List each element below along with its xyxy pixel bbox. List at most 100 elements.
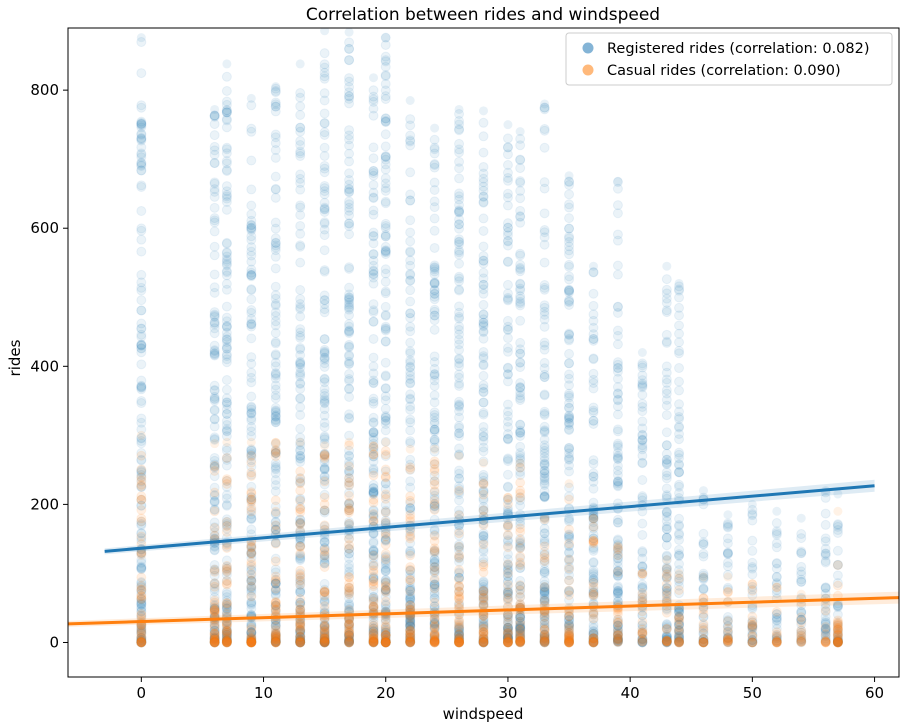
- data-point: [380, 141, 391, 152]
- data-point: [319, 346, 330, 357]
- data-point: [319, 636, 330, 647]
- data-point: [319, 299, 330, 310]
- data-point: [221, 631, 232, 642]
- data-point: [136, 134, 147, 145]
- data-point: [502, 481, 513, 492]
- data-point: [344, 543, 355, 554]
- data-point: [209, 636, 220, 647]
- data-point: [246, 407, 257, 418]
- data-point: [209, 309, 220, 320]
- data-point: [515, 348, 526, 359]
- data-point: [344, 490, 355, 501]
- data-point: [368, 549, 379, 560]
- data-point: [221, 627, 232, 638]
- data-point: [295, 519, 306, 530]
- data-point: [344, 456, 355, 467]
- y-tick-label: 800: [30, 81, 59, 99]
- data-point: [246, 565, 257, 576]
- data-point: [295, 148, 306, 159]
- data-point: [319, 373, 330, 384]
- data-point: [661, 440, 672, 451]
- data-point: [221, 481, 232, 492]
- data-point: [246, 445, 257, 456]
- data-point: [344, 572, 355, 583]
- data-point: [209, 145, 220, 156]
- data-point: [221, 526, 232, 537]
- data-point: [295, 209, 306, 220]
- data-point: [319, 127, 330, 138]
- data-point: [344, 199, 355, 210]
- data-point: [270, 320, 281, 331]
- data-point: [270, 411, 281, 422]
- data-point: [221, 397, 232, 408]
- data-point: [319, 537, 330, 548]
- data-point: [380, 539, 391, 550]
- data-point: [319, 410, 330, 421]
- data-point: [246, 568, 257, 579]
- y-tick-label: 400: [30, 357, 59, 375]
- data-point: [661, 410, 672, 421]
- data-point: [246, 123, 257, 134]
- data-point: [515, 177, 526, 188]
- data-point: [368, 268, 379, 279]
- data-point: [136, 117, 147, 128]
- data-point: [295, 541, 306, 552]
- data-point: [344, 55, 355, 66]
- data-point: [270, 624, 281, 635]
- data-point: [478, 409, 489, 420]
- data-point: [221, 142, 232, 153]
- data-point: [502, 622, 513, 633]
- data-point: [564, 524, 575, 535]
- data-point: [478, 279, 489, 290]
- data-point: [380, 395, 391, 406]
- data-point: [478, 637, 489, 648]
- data-point: [368, 231, 379, 242]
- data-point: [270, 240, 281, 251]
- data-point: [661, 585, 672, 596]
- data-point: [319, 394, 330, 405]
- data-point: [295, 494, 306, 505]
- data-point: [136, 331, 147, 342]
- data-point: [637, 406, 648, 417]
- data-point: [564, 202, 575, 213]
- data-point: [221, 424, 232, 435]
- data-point: [319, 450, 330, 461]
- data-point: [209, 385, 220, 396]
- data-point: [478, 592, 489, 603]
- data-point: [368, 479, 379, 490]
- data-point: [564, 575, 575, 586]
- data-point: [405, 321, 416, 332]
- data-point: [564, 296, 575, 307]
- data-point: [454, 258, 465, 269]
- data-point: [368, 427, 379, 438]
- data-point: [319, 637, 330, 648]
- data-point: [661, 367, 672, 378]
- data-point: [221, 193, 232, 204]
- data-point: [221, 384, 232, 395]
- data-point: [674, 363, 685, 374]
- data-point: [564, 189, 575, 200]
- data-point: [368, 435, 379, 446]
- data-point: [246, 184, 257, 195]
- data-point: [588, 300, 599, 311]
- data-point: [209, 496, 220, 507]
- data-point: [209, 637, 220, 648]
- data-point: [295, 367, 306, 378]
- data-point: [344, 563, 355, 574]
- data-point: [368, 165, 379, 176]
- data-point: [221, 107, 232, 118]
- data-point: [221, 85, 232, 96]
- data-point: [136, 561, 147, 572]
- data-point: [405, 348, 416, 359]
- data-point: [637, 381, 648, 392]
- data-point: [319, 624, 330, 635]
- data-point: [246, 444, 257, 455]
- legend-marker-registered: [582, 42, 594, 54]
- y-axis-label: rides: [6, 339, 24, 376]
- data-point: [429, 381, 440, 392]
- data-point: [405, 586, 416, 597]
- data-point: [136, 469, 147, 480]
- data-point: [674, 528, 685, 539]
- data-point: [209, 202, 220, 213]
- data-point: [637, 416, 648, 427]
